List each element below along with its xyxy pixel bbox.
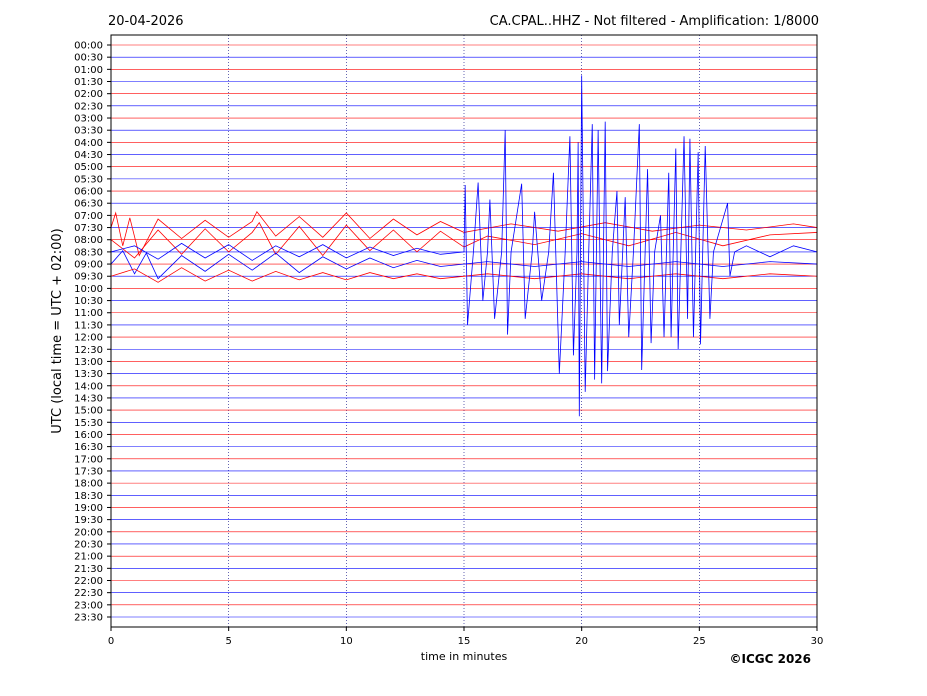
y-tick-label: 23:00 [74,600,103,611]
y-tick-label: 05:00 [74,162,103,173]
y-tick-label: 02:00 [74,89,103,100]
y-tick-label: 20:00 [74,527,103,538]
x-tick-label: 25 [693,636,706,647]
y-tick-label: 03:30 [74,126,103,137]
chart-subtitle: 20-04-2026 [108,14,184,29]
plot-frame [110,34,818,628]
y-tick-label: 14:00 [74,381,103,392]
x-tick-label: 15 [458,636,471,647]
y-tick-label: 21:30 [74,564,103,575]
x-tick-label: 0 [108,636,114,647]
y-tick-label: 16:30 [74,442,103,453]
y-tick-label: 10:00 [74,284,103,295]
credit: ©ICGC 2026 [729,652,811,666]
y-tick-label: 15:00 [74,406,103,417]
y-tick-label: 21:00 [74,552,103,563]
y-tick-label: 03:00 [74,114,103,125]
trace [110,75,818,417]
y-tick-label: 04:00 [74,138,103,149]
y-tick-label: 09:00 [74,260,103,271]
y-tick-label: 19:00 [74,503,103,514]
y-axis-label: UTC (local time = UTC + 02:00) [50,228,65,433]
x-tick-label: 5 [225,636,231,647]
y-tick-label: 15:30 [74,418,103,429]
y-tick-label: 05:30 [74,174,103,185]
trace [110,249,818,280]
y-tick-label: 11:00 [74,308,103,319]
x-tick-label: 10 [340,636,353,647]
x-tick-label: 30 [811,636,824,647]
y-tick-label: 01:30 [74,77,103,88]
y-tick-label: 08:00 [74,235,103,246]
y-tick-label: 13:00 [74,357,103,368]
x-tick-label: 20 [575,636,588,647]
y-tick-label: 04:30 [74,150,103,161]
y-tick-label: 01:00 [74,65,103,76]
trace [110,210,818,257]
trace [110,221,818,259]
y-tick-label: 23:30 [74,613,103,624]
plot-area [110,35,818,627]
y-tick-label: 06:30 [74,199,103,210]
chart-title: CA.CPAL..HHZ - Not filtered - Amplificat… [490,14,819,29]
y-tick-label: 09:30 [74,272,103,283]
y-tick-label: 14:30 [74,393,103,404]
y-tick-label: 06:00 [74,187,103,198]
y-tick-label: 18:00 [74,479,103,490]
y-tick-label: 17:30 [74,466,103,477]
y-tick-label: 18:30 [74,491,103,502]
y-tick-label: 16:00 [74,430,103,441]
y-tick-label: 12:30 [74,345,103,356]
y-tick-label: 19:30 [74,515,103,526]
y-tick-label: 13:30 [74,369,103,380]
y-tick-label: 00:30 [74,53,103,64]
y-tick-label: 17:00 [74,454,103,465]
y-tick-label: 20:30 [74,539,103,550]
y-tick-label: 07:00 [74,211,103,222]
y-tick-label: 22:00 [74,576,103,587]
y-tick-label: 12:00 [74,333,103,344]
y-tick-label: 08:30 [74,247,103,258]
y-tick-label: 00:00 [74,41,103,52]
y-tick-label: 22:30 [74,588,103,599]
y-tick-label: 07:30 [74,223,103,234]
x-axis-label: time in minutes [421,650,508,663]
y-tick-label: 02:30 [74,101,103,112]
y-tick-label: 11:30 [74,320,103,331]
y-tick-label: 10:30 [74,296,103,307]
